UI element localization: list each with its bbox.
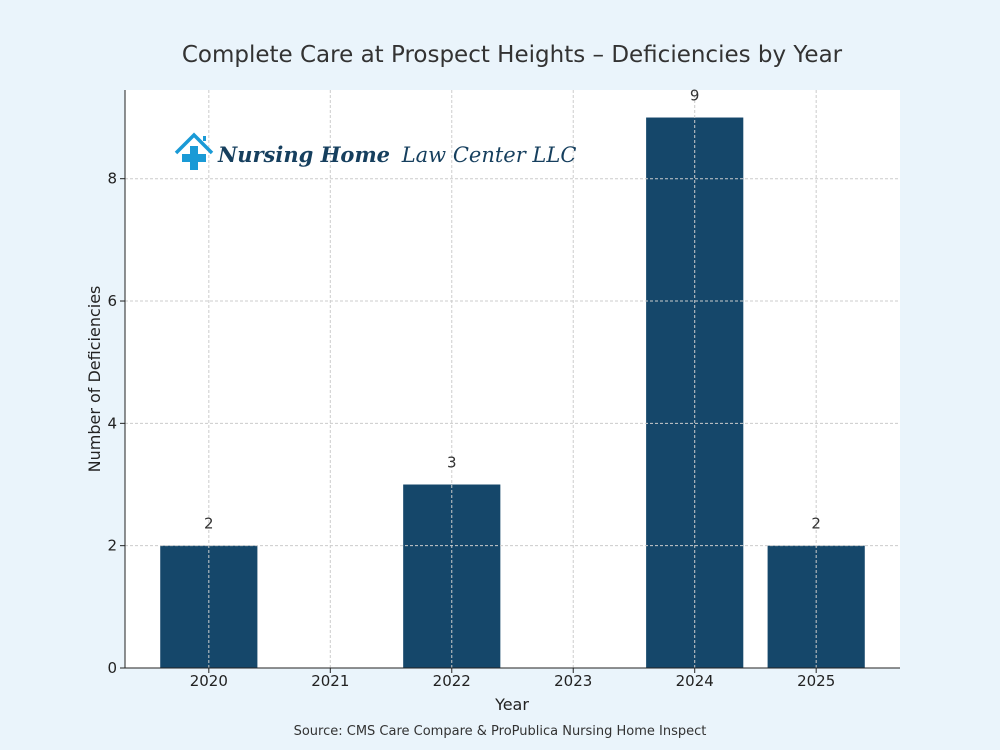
x-tick-label: 2025 <box>797 672 835 690</box>
svg-text:Nursing Home Law Center: Nursing Home Law Center LLC <box>217 142 576 167</box>
y-tick-label: 2 <box>107 537 117 555</box>
y-tick-label: 6 <box>107 292 117 310</box>
chart-title: Complete Care at Prospect Heights – Defi… <box>182 42 843 68</box>
x-tick-label: 2021 <box>311 672 349 690</box>
logo-text-bold: Nursing Home <box>217 142 390 167</box>
x-tick-label: 2024 <box>676 672 714 690</box>
y-tick-labels: 0 2 4 6 8 <box>107 170 125 677</box>
x-tick-label: 2023 <box>554 672 592 690</box>
data-label: 3 <box>447 454 457 472</box>
x-tick-label: 2020 <box>190 672 228 690</box>
y-tick-label: 4 <box>107 414 117 432</box>
y-tick-label: 0 <box>107 659 117 677</box>
logo-text-regular: Law Center LLC <box>401 143 577 167</box>
x-tick-label: 2022 <box>433 672 471 690</box>
data-labels: 2 3 9 2 <box>204 87 821 533</box>
house-cross-icon <box>174 132 214 170</box>
x-tick-labels: 2020 2021 2022 2023 2024 2025 <box>190 668 835 690</box>
y-tick-label: 8 <box>107 170 117 188</box>
y-axis-label: Number of Deficiencies <box>85 286 104 473</box>
data-label: 9 <box>690 87 700 105</box>
logo: Nursing Home Law Center LLC <box>174 132 576 170</box>
x-axis-label: Year <box>494 695 529 714</box>
data-label: 2 <box>811 515 821 533</box>
source-note: Source: CMS Care Compare & ProPublica Nu… <box>294 724 707 739</box>
data-label: 2 <box>204 515 214 533</box>
